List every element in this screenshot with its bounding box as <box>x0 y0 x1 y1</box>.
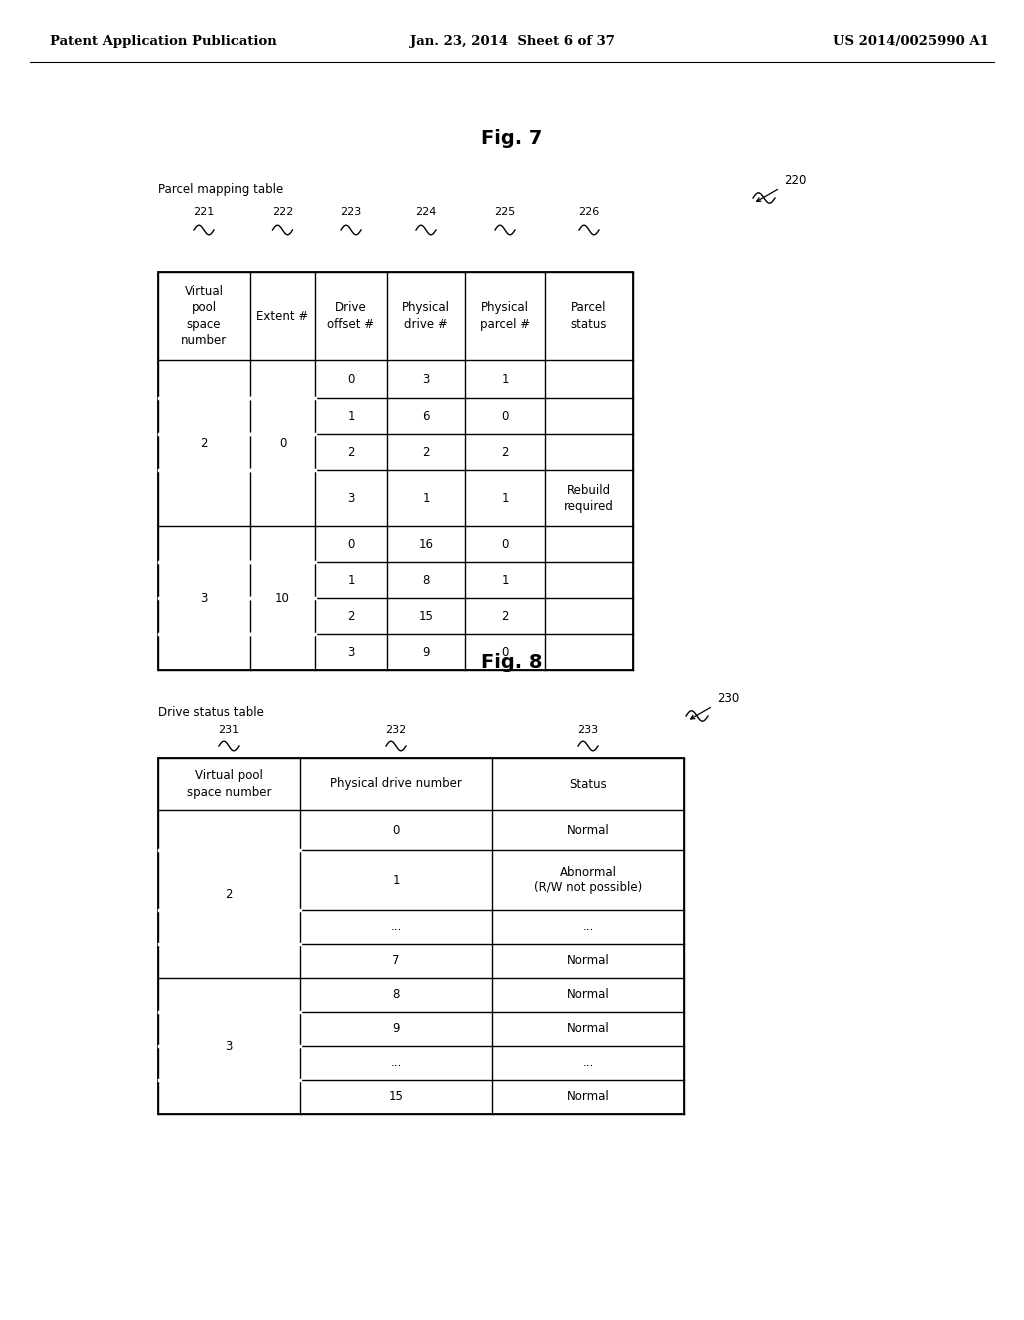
Text: 0: 0 <box>347 537 354 550</box>
Text: 232: 232 <box>385 725 407 735</box>
Text: Rebuild
required: Rebuild required <box>564 483 614 512</box>
Text: 0: 0 <box>392 824 399 837</box>
Text: 3: 3 <box>201 591 208 605</box>
Text: 3: 3 <box>347 645 354 659</box>
Text: Normal: Normal <box>566 824 609 837</box>
Text: 0: 0 <box>502 537 509 550</box>
Text: 1: 1 <box>347 573 354 586</box>
Text: 7: 7 <box>392 954 399 968</box>
Text: 225: 225 <box>495 207 516 216</box>
Text: Patent Application Publication: Patent Application Publication <box>50 36 276 49</box>
Text: 220: 220 <box>784 173 806 186</box>
Text: 9: 9 <box>392 1023 399 1035</box>
Text: ...: ... <box>390 1056 401 1069</box>
Text: Physical
drive #: Physical drive # <box>402 301 450 331</box>
Text: Physical drive number: Physical drive number <box>330 777 462 791</box>
Text: 3: 3 <box>225 1040 232 1052</box>
Text: Normal: Normal <box>566 954 609 968</box>
Text: 15: 15 <box>388 1090 403 1104</box>
Text: 230: 230 <box>717 692 739 705</box>
Text: Normal: Normal <box>566 1023 609 1035</box>
Text: 2: 2 <box>347 610 354 623</box>
Text: 2: 2 <box>347 446 354 458</box>
Text: 1: 1 <box>502 573 509 586</box>
Text: 8: 8 <box>392 989 399 1002</box>
Text: 223: 223 <box>340 207 361 216</box>
Text: 226: 226 <box>579 207 600 216</box>
Text: 1: 1 <box>392 874 399 887</box>
Text: 231: 231 <box>218 725 240 735</box>
Text: Parcel
status: Parcel status <box>570 301 607 331</box>
Text: ...: ... <box>583 920 594 933</box>
Text: Normal: Normal <box>566 989 609 1002</box>
Text: Physical
parcel #: Physical parcel # <box>480 301 530 331</box>
Text: 2: 2 <box>502 446 509 458</box>
Text: 2: 2 <box>201 437 208 450</box>
Bar <box>158 272 633 671</box>
Text: ...: ... <box>583 1056 594 1069</box>
Text: 3: 3 <box>347 491 354 504</box>
Text: 0: 0 <box>279 437 286 450</box>
Text: 2: 2 <box>225 887 232 900</box>
Text: 2: 2 <box>502 610 509 623</box>
Text: Drive
offset #: Drive offset # <box>328 301 375 331</box>
Text: 0: 0 <box>502 409 509 422</box>
Text: Drive status table: Drive status table <box>158 705 264 718</box>
Text: Extent #: Extent # <box>256 309 308 322</box>
Text: Parcel mapping table: Parcel mapping table <box>158 183 284 197</box>
Text: 3: 3 <box>422 372 430 385</box>
Text: Abnormal
(R/W not possible): Abnormal (R/W not possible) <box>534 866 642 895</box>
Text: 1: 1 <box>422 491 430 504</box>
Text: 10: 10 <box>275 591 290 605</box>
Text: 0: 0 <box>347 372 354 385</box>
Text: 15: 15 <box>419 610 433 623</box>
Text: Jan. 23, 2014  Sheet 6 of 37: Jan. 23, 2014 Sheet 6 of 37 <box>410 36 614 49</box>
Text: 1: 1 <box>502 372 509 385</box>
Text: 9: 9 <box>422 645 430 659</box>
Bar <box>158 758 684 1114</box>
Text: 1: 1 <box>347 409 354 422</box>
Text: US 2014/0025990 A1: US 2014/0025990 A1 <box>834 36 989 49</box>
Text: Fig. 7: Fig. 7 <box>481 128 543 148</box>
Text: Status: Status <box>569 777 607 791</box>
Text: Fig. 8: Fig. 8 <box>481 652 543 672</box>
Text: 2: 2 <box>422 446 430 458</box>
Text: 224: 224 <box>416 207 436 216</box>
Text: 233: 233 <box>578 725 599 735</box>
Text: Virtual
pool
space
number: Virtual pool space number <box>181 285 227 347</box>
Text: 0: 0 <box>502 645 509 659</box>
Text: ...: ... <box>390 920 401 933</box>
Text: 221: 221 <box>194 207 215 216</box>
Text: Virtual pool
space number: Virtual pool space number <box>186 770 271 799</box>
Text: Normal: Normal <box>566 1090 609 1104</box>
Text: 16: 16 <box>419 537 433 550</box>
Text: 8: 8 <box>422 573 430 586</box>
Text: 6: 6 <box>422 409 430 422</box>
Text: 1: 1 <box>502 491 509 504</box>
Text: 222: 222 <box>271 207 293 216</box>
